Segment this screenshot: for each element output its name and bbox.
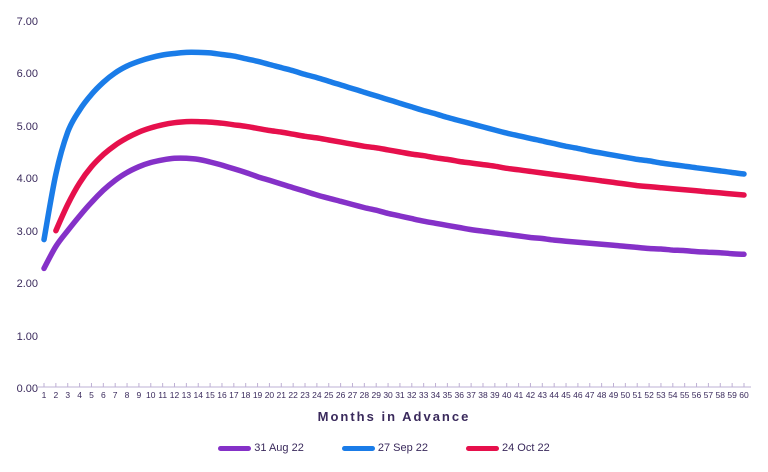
x-tick-label: 36	[454, 390, 464, 400]
x-tick-label: 58	[715, 390, 725, 400]
x-tick-label: 30	[383, 390, 393, 400]
x-tick-label: 41	[513, 390, 524, 400]
x-tick-label: 20	[264, 390, 275, 400]
x-tick-label: 32	[407, 390, 417, 400]
legend-swatch	[341, 445, 375, 451]
y-tick-label: 3.00	[16, 225, 38, 238]
x-tick-label: 33	[418, 390, 429, 400]
x-tick-label: 31	[395, 390, 405, 400]
legend-item: 27 Sep 22	[341, 441, 428, 455]
x-tick-label: 14	[193, 390, 203, 400]
x-tick-label: 19	[252, 390, 263, 400]
series-line-27-sep-22	[41, 49, 747, 243]
x-tick-label: 48	[596, 390, 607, 400]
x-tick-label: 39	[490, 390, 500, 400]
series-line-24-oct-22	[53, 118, 747, 234]
x-tick-label: 54	[668, 390, 678, 400]
x-tick-label: 7	[112, 390, 118, 400]
x-tick-label: 22	[288, 390, 298, 400]
x-tick-label: 6	[100, 390, 106, 400]
x-tick-label: 37	[466, 390, 476, 400]
x-tick-label: 27	[347, 390, 358, 400]
x-tick-label: 23	[300, 390, 310, 400]
series-line-31-aug-22	[41, 155, 747, 272]
y-tick-label: 5.00	[16, 120, 38, 133]
x-tick-label: 38	[478, 390, 488, 400]
x-tick-label: 17	[229, 390, 239, 400]
x-tick-label: 10	[146, 390, 156, 400]
x-axis-title: Months in Advance	[317, 409, 471, 424]
legend-label: 27 Sep 22	[377, 442, 428, 454]
x-tick-label: 2	[53, 390, 59, 400]
x-tick-label: 55	[679, 390, 690, 400]
x-tick-label: 29	[371, 390, 381, 400]
x-tick-label: 40	[501, 390, 512, 400]
legend-item: 24 Oct 22	[466, 441, 550, 455]
x-tick-label: 56	[691, 390, 702, 400]
x-tick-label: 34	[430, 390, 441, 400]
y-tick-label: 2.00	[16, 278, 38, 291]
legend-label: 31 Aug 22	[254, 442, 304, 454]
x-tick-label: 43	[537, 390, 548, 400]
x-tick-label: 35	[442, 390, 453, 400]
x-tick-label: 25	[324, 390, 334, 400]
x-tick-label: 8	[124, 390, 130, 400]
x-tick-label: 24	[312, 390, 322, 400]
x-tick-label: 11	[158, 390, 168, 400]
x-tick-label: 21	[276, 390, 287, 400]
x-tick-label: 28	[359, 390, 370, 400]
legend: 31 Aug 22 27 Sep 22 24 Oct 22	[0, 441, 768, 455]
x-tick-label: 1	[41, 390, 47, 400]
x-tick-label: 42	[525, 390, 536, 400]
x-tick-label: 57	[703, 390, 714, 400]
x-tick-label: 16	[217, 390, 227, 400]
x-tick-label: 5	[89, 390, 94, 400]
x-tick-label: 45	[561, 390, 571, 400]
x-tick-label: 49	[608, 390, 619, 400]
legend-label: 24 Oct 22	[502, 442, 550, 454]
x-tick-label: 3	[65, 390, 71, 400]
y-tick-label: 0.00	[16, 383, 38, 395]
x-tick-label: 12	[169, 390, 180, 400]
x-tick-label: 50	[620, 390, 631, 400]
x-tick-label: 26	[335, 390, 346, 400]
y-tick-label: 1.00	[16, 330, 38, 343]
x-tick-label: 52	[644, 390, 654, 400]
x-tick-label: 51	[632, 390, 642, 400]
x-tick-label: 13	[181, 390, 192, 400]
x-tick-label: 60	[739, 390, 749, 400]
y-tick-label: 6.00	[16, 68, 38, 81]
legend-swatch	[218, 445, 252, 451]
x-tick-label: 44	[549, 390, 559, 400]
x-tick-label: 18	[240, 390, 251, 400]
x-tick-label: 9	[136, 390, 142, 400]
x-tick-label: 47	[585, 390, 595, 400]
legend-swatch	[466, 445, 499, 451]
x-tick-label: 59	[727, 390, 737, 400]
y-tick-label: 4.00	[16, 173, 38, 186]
x-tick-label: 4	[77, 390, 82, 400]
x-tick-label: 15	[205, 390, 215, 400]
x-tick-label: 46	[573, 390, 583, 400]
y-tick-label: 7.00	[16, 16, 38, 28]
x-tick-label: 53	[656, 390, 666, 400]
legend-item: 31 Aug 22	[218, 441, 304, 455]
